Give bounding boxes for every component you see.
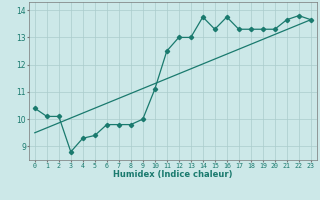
X-axis label: Humidex (Indice chaleur): Humidex (Indice chaleur) [113, 170, 233, 179]
